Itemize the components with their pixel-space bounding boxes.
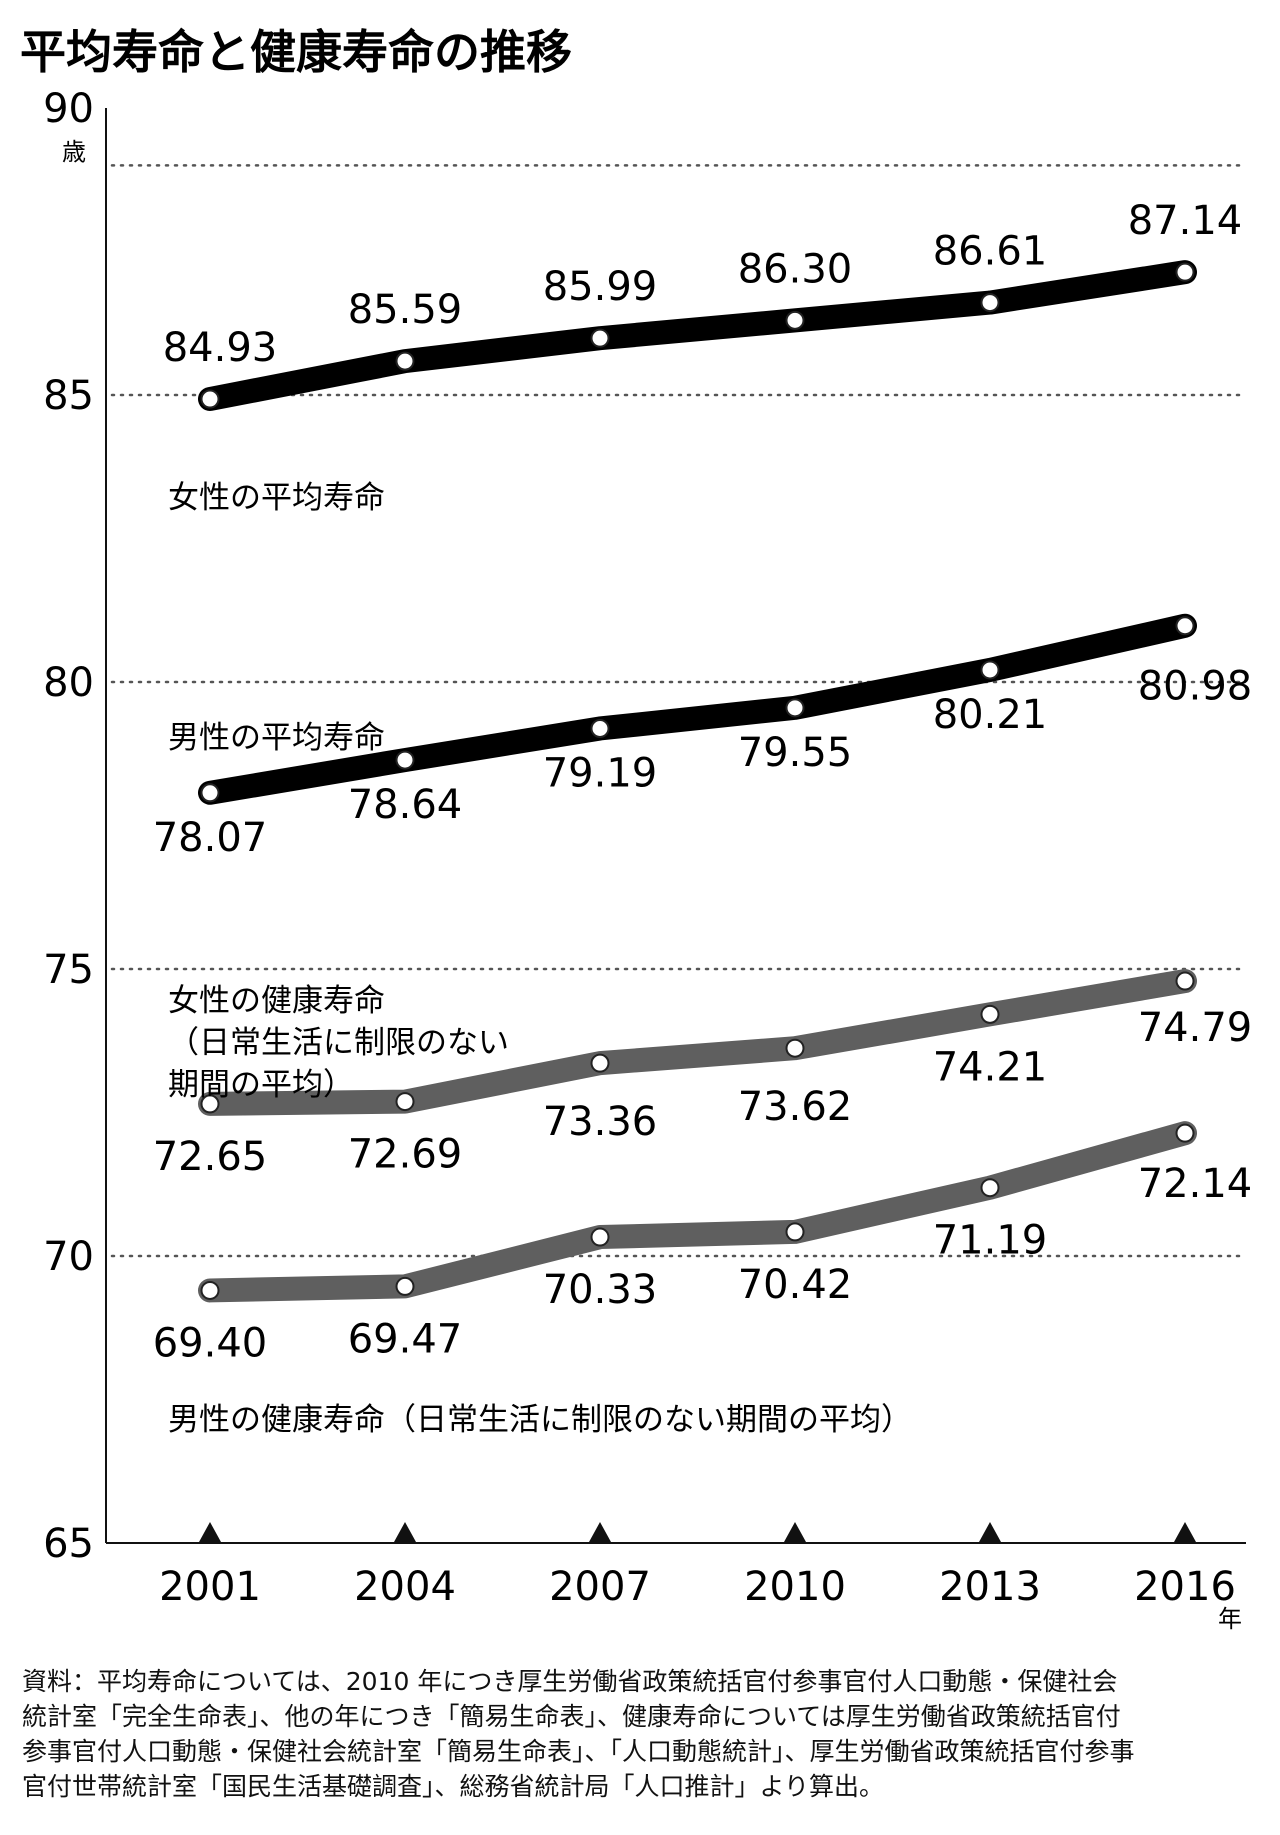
series-label: （日常生活に制限のない xyxy=(168,1025,509,1061)
data-label: 87.14 xyxy=(1128,198,1243,244)
data-point xyxy=(395,1276,415,1296)
data-point xyxy=(200,783,220,803)
x-axis-unit: 年 xyxy=(1218,1605,1242,1633)
data-point xyxy=(785,1222,805,1242)
data-point xyxy=(980,1178,1000,1198)
data-point xyxy=(200,389,220,409)
line-chart: 平均寿命と健康寿命の推移 65 70 75 80 85 90 歳 2001 2004 2007… xyxy=(20,25,1253,1633)
data-point xyxy=(1175,616,1195,636)
x-tick-label: 2010 xyxy=(744,1564,846,1610)
series-line xyxy=(198,969,1197,1116)
x-tick-marker xyxy=(589,1522,611,1542)
data-label: 80.21 xyxy=(933,692,1048,738)
x-tick-marker xyxy=(979,1522,1001,1542)
data-point xyxy=(980,293,1000,313)
series-line xyxy=(198,1121,1197,1303)
data-point xyxy=(1175,971,1195,991)
series-label: 男性の平均寿命 xyxy=(168,720,385,756)
series-group: 84.93 85.59 85.99 86.30 86.61 87.14 78.07 78.64… xyxy=(153,198,1253,1366)
data-label: 71.19 xyxy=(933,1218,1048,1264)
data-label: 74.79 xyxy=(1138,1005,1253,1051)
data-label: 84.93 xyxy=(163,325,278,371)
series-label: 期間の平均） xyxy=(168,1067,354,1103)
source-note: 資料：平均寿命については、2010 年につき厚生労働省政策統括官付参事官付人口動… xyxy=(22,1664,1262,1804)
data-label: 70.33 xyxy=(543,1267,658,1313)
axes xyxy=(105,108,1246,1544)
data-point xyxy=(200,1094,220,1114)
x-tick-label: 2001 xyxy=(159,1564,261,1610)
x-tick-label: 2004 xyxy=(354,1564,456,1610)
series-line xyxy=(198,260,1197,412)
data-label: 78.64 xyxy=(348,782,463,828)
data-point xyxy=(395,750,415,770)
data-label: 72.65 xyxy=(153,1134,268,1180)
x-tick-label: 2007 xyxy=(549,1564,651,1610)
data-label: 78.07 xyxy=(153,815,268,861)
data-point xyxy=(980,660,1000,680)
x-tick-label: 2016 xyxy=(1134,1564,1236,1610)
data-label: 86.30 xyxy=(738,246,853,292)
gridlines xyxy=(110,164,1248,1258)
x-tick-marker xyxy=(1174,1522,1196,1542)
data-label: 72.69 xyxy=(348,1132,463,1178)
data-point xyxy=(200,1280,220,1300)
chart-title: 平均寿命と健康寿命の推移 xyxy=(20,25,572,79)
data-label: 73.62 xyxy=(738,1084,853,1130)
source-line: 官付世帯統計室「国民生活基礎調査」、総務省統計局「人口推計」より算出。 xyxy=(22,1772,885,1801)
y-axis-unit: 歳 xyxy=(62,138,86,166)
data-point xyxy=(590,328,610,348)
x-tick-label: 2013 xyxy=(939,1564,1041,1610)
data-label: 80.98 xyxy=(1138,664,1253,710)
data-label: 79.19 xyxy=(543,750,658,796)
data-label: 79.55 xyxy=(738,730,853,776)
series-label: 女性の平均寿命 xyxy=(168,480,385,516)
x-tick-marker xyxy=(394,1522,416,1542)
data-point xyxy=(1175,262,1195,282)
y-tick-label: 65 xyxy=(43,1521,94,1567)
data-point xyxy=(590,718,610,738)
y-tick-label: 90 xyxy=(43,86,94,132)
series-line xyxy=(198,613,1197,805)
data-point xyxy=(590,1227,610,1247)
source-line: 参事官付人口動態・保健社会統計室「簡易生命表」、「人口動態統計」、厚生労働省政策… xyxy=(22,1737,1135,1766)
y-tick-label: 75 xyxy=(43,947,94,993)
data-label: 69.47 xyxy=(348,1316,463,1362)
data-point xyxy=(980,1004,1000,1024)
y-tick-label: 85 xyxy=(43,373,94,419)
y-tick-label: 80 xyxy=(43,660,94,706)
data-label: 69.40 xyxy=(153,1320,268,1366)
data-label: 72.14 xyxy=(1138,1161,1253,1207)
x-tick-marker xyxy=(784,1522,806,1542)
y-axis-ticks: 65 70 75 80 85 90 xyxy=(43,86,94,1567)
data-label: 85.59 xyxy=(348,287,463,333)
x-tick-marker xyxy=(199,1522,221,1542)
data-point xyxy=(785,698,805,718)
y-tick-label: 70 xyxy=(43,1234,94,1280)
data-point xyxy=(785,310,805,330)
data-point xyxy=(395,1092,415,1112)
data-label: 74.21 xyxy=(933,1044,1048,1090)
data-label: 85.99 xyxy=(543,264,658,310)
data-label: 86.61 xyxy=(933,229,1048,275)
x-axis-ticks: 2001 2004 2007 2010 2013 2016 xyxy=(159,1522,1236,1610)
data-label: 73.36 xyxy=(543,1099,658,1145)
series-label: 女性の健康寿命 xyxy=(168,983,385,1019)
source-line: 統計室「完全生命表」、他の年につき「簡易生命表」、健康寿命については厚生労働省政… xyxy=(22,1702,1121,1731)
source-line: 資料：平均寿命については、2010 年につき厚生労働省政策統括官付参事官付人口動… xyxy=(22,1667,1118,1696)
data-label: 70.42 xyxy=(738,1262,853,1308)
data-point xyxy=(1175,1123,1195,1143)
data-point xyxy=(785,1038,805,1058)
data-point xyxy=(590,1053,610,1073)
data-point xyxy=(395,351,415,371)
series-label: 男性の健康寿命（日常生活に制限のない期間の平均） xyxy=(168,1402,912,1438)
